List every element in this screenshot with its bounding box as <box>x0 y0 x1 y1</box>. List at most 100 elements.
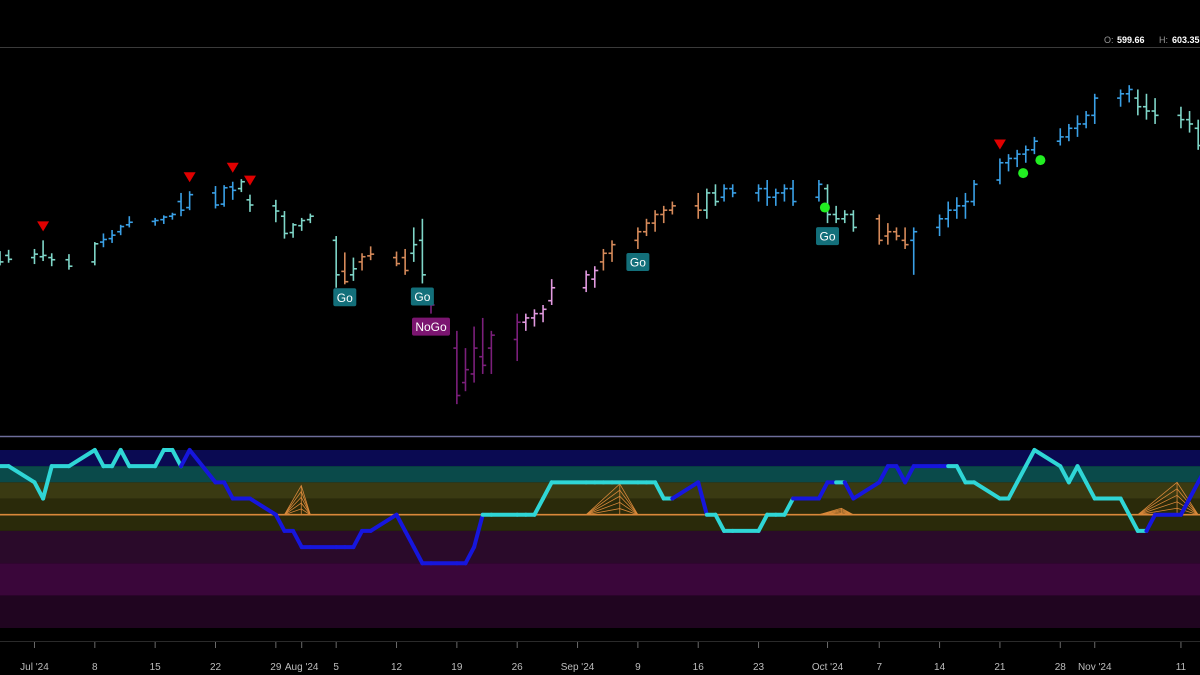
ohlc-bar <box>280 211 288 239</box>
ohlc-bar <box>30 248 38 265</box>
oscillator-segment <box>118 448 132 469</box>
trend-continuation-dot <box>819 202 830 213</box>
ohlc-bar <box>246 194 254 212</box>
ohlc-bar <box>1013 149 1021 168</box>
oscillator-segment <box>1015 464 1028 485</box>
ohlc-bar <box>410 227 418 262</box>
ohlc-bar <box>720 184 728 202</box>
oscillator-segment <box>247 496 278 517</box>
oscillator-segment <box>472 512 485 550</box>
open-label: O: <box>1104 35 1114 45</box>
go-badge: Go <box>816 227 840 246</box>
x-tick-label: 15 <box>150 662 162 673</box>
oscillator-segment <box>532 496 546 517</box>
oscillator-segment <box>153 448 166 469</box>
ohlc-bar <box>332 236 340 288</box>
x-tick-label: 29 <box>270 662 282 673</box>
x-tick-label: Jul '24 <box>20 662 49 673</box>
oscillator-band <box>0 595 1200 628</box>
ohlc-bar <box>970 180 978 206</box>
oscillator-segment <box>816 480 830 501</box>
ohlc-bar <box>470 326 478 383</box>
ohlc-bar <box>418 218 426 284</box>
ohlc-bar <box>608 240 616 262</box>
badge-text: NoGo <box>415 320 447 334</box>
x-tick-label: 9 <box>635 662 641 673</box>
ohlc-bar <box>849 210 857 232</box>
ohlc-bar <box>755 184 763 202</box>
ohlc-bar <box>1117 89 1125 107</box>
ohlc-bar <box>694 192 702 219</box>
oscillator-segment <box>541 480 554 501</box>
high-label: H: <box>1159 35 1168 45</box>
countertrend-triangle <box>183 172 196 183</box>
x-tick-label: Aug '24 <box>285 662 319 673</box>
ohlc-bar <box>703 188 711 219</box>
ohlc-bar <box>1151 98 1159 124</box>
ohlc-bar <box>729 184 737 198</box>
ohlc-bar <box>367 246 375 261</box>
ohlc-bar <box>513 313 521 362</box>
ohlc-bar <box>151 217 159 226</box>
ohlc-bar <box>1125 85 1133 103</box>
oscillator-segment <box>1187 480 1200 501</box>
ohlc-bar <box>48 253 56 267</box>
oscillator-segment <box>756 512 770 533</box>
ohlc-bar <box>1065 123 1073 142</box>
nogo-badge: NoGo <box>412 317 450 336</box>
oscillator-segment <box>179 448 192 469</box>
oscillator-segment <box>92 448 106 469</box>
x-tick-label: 14 <box>934 662 946 673</box>
x-tick-label: 8 <box>92 662 98 673</box>
ohlc-bar <box>125 216 133 228</box>
ohlc-bar <box>651 210 659 232</box>
ohlc-bar <box>212 186 219 209</box>
open-value: 599.66 <box>1117 35 1145 45</box>
ohlc-bar <box>1022 145 1030 163</box>
x-tick-label: 16 <box>693 662 705 673</box>
oscillator-segment <box>1006 480 1020 501</box>
oscillator-segment <box>782 496 796 517</box>
squeeze-cone <box>818 507 854 516</box>
high-value: 603.35 <box>1172 35 1200 45</box>
x-tick-label: 28 <box>1055 662 1067 673</box>
ohlc-bar <box>341 252 349 285</box>
ohlc-bar <box>1074 115 1081 137</box>
badge-box <box>333 288 357 307</box>
oscillator-pane <box>0 448 1200 628</box>
x-tick-label: 7 <box>876 662 882 673</box>
ohlc-bar <box>461 348 469 392</box>
ohlc-bar <box>815 180 823 202</box>
ohlc-bar <box>487 330 495 374</box>
oscillator-segment <box>903 464 916 485</box>
oscillator-segment <box>273 512 287 533</box>
oscillator-segment <box>1075 464 1089 485</box>
ohlc-bar <box>884 223 892 245</box>
oscillator-segment <box>411 545 425 566</box>
oscillator-segment <box>368 512 399 533</box>
oscillator-segment <box>1058 464 1071 485</box>
ohlc-bar <box>186 191 194 211</box>
badge-text: Go <box>337 291 353 305</box>
ohlc-bar <box>298 217 306 231</box>
badge-box <box>626 252 650 271</box>
oscillator-segment <box>291 528 304 550</box>
ohlc-bar <box>591 266 599 288</box>
go-badge: Go <box>626 252 650 271</box>
ohlc-bar <box>763 180 771 206</box>
ohlc-bar <box>875 214 883 245</box>
oscillator-segment <box>894 464 908 485</box>
ohlc-bar <box>91 242 99 266</box>
countertrend-triangle <box>243 175 256 186</box>
ohlc-bar <box>5 249 13 263</box>
x-tick-label: Oct '24 <box>812 662 844 673</box>
ohlc-bar <box>953 197 961 219</box>
go-badge: Go <box>410 287 434 306</box>
oscillator-segment <box>6 464 37 485</box>
oscillator-band <box>0 563 1200 596</box>
squeeze-cone <box>585 483 639 516</box>
badge-text: Go <box>414 290 430 304</box>
ohlc-bar <box>1142 93 1150 120</box>
ohlc-bar <box>944 201 952 228</box>
